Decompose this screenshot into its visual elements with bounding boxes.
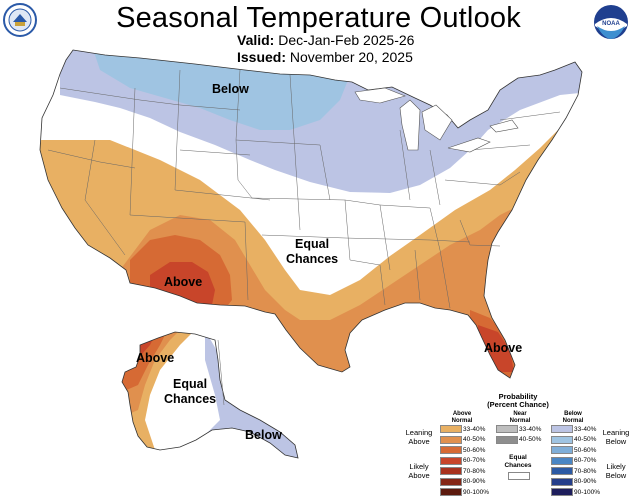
noaa-logo-icon: NOAA — [594, 5, 628, 39]
legend-likely-below: Likely Below — [598, 462, 634, 480]
legend-col-below-line2: Normal — [562, 418, 584, 424]
legend-below-swatch — [551, 477, 573, 486]
legend-col-above-line1: Above — [452, 411, 472, 417]
legend-col-near-line1: Near — [513, 411, 527, 417]
legend-equal-chances: Equal Chances — [502, 454, 534, 470]
legend-above-swatch — [440, 425, 462, 433]
legend-above-label: 70-80% — [463, 467, 486, 475]
issued-value: November 20, 2025 — [289, 49, 413, 65]
legend-near-swatch — [496, 435, 518, 444]
page-title: Seasonal Temperature Outlook — [116, 2, 521, 34]
legend-below-swatch — [551, 456, 573, 465]
legend-title-line2: (Percent Chance) — [487, 400, 549, 409]
label-equal-alaska: Equal Chances — [164, 377, 216, 407]
legend-below-label: 80-90% — [574, 478, 597, 485]
valid-label: Valid: — [237, 32, 275, 48]
legend-likely-above-line2: Above — [408, 471, 430, 480]
legend-col-below: Below Normal — [551, 411, 595, 425]
legend-above-label: 60-70% — [463, 457, 486, 464]
legend-above-swatch — [440, 488, 462, 496]
legend-above-swatch — [440, 467, 462, 475]
legend-above-label: 90-100% — [463, 488, 490, 496]
legend-likely-below-line2: Below — [605, 471, 627, 480]
legend-below-label: 50-60% — [574, 446, 597, 454]
legend-near-label: 33-40% — [519, 425, 542, 433]
legend-col-below-line1: Below — [564, 411, 582, 417]
legend-col-near: Near Normal — [498, 411, 542, 425]
legend-below-label: 33-40% — [574, 425, 597, 433]
valid-value: Dec-Jan-Feb 2025-26 — [278, 32, 415, 48]
issued-label: Issued: — [237, 49, 287, 65]
legend-below-swatch — [551, 467, 573, 475]
legend-below-label: 90-100% — [574, 488, 601, 496]
legend-equal-line1: Equal — [509, 454, 527, 461]
legend-leaning-below-line1: Leaning — [602, 428, 630, 437]
legend-below-swatch — [551, 446, 573, 454]
legend-near-label: 40-50% — [519, 436, 542, 443]
legend-swatch-equal — [508, 472, 530, 480]
legend-above-label: 80-90% — [463, 478, 486, 485]
legend-leaning-below: Leaning Below — [598, 428, 634, 446]
legend-likely-below-line1: Likely — [606, 462, 626, 471]
label-equal-center-line1: Equal — [295, 237, 330, 251]
legend-above-label: 33-40% — [463, 425, 486, 433]
label-below-north: Below — [212, 82, 249, 96]
legend-title-line1: Probability — [498, 392, 538, 401]
label-below-alaska: Below — [245, 428, 282, 442]
label-equal-center: Equal Chances — [286, 237, 338, 267]
legend-col-above-line2: Normal — [451, 418, 473, 424]
label-equal-alaska-line2: Chances — [164, 392, 217, 406]
valid-line: Valid: Dec-Jan-Feb 2025-26 — [237, 32, 414, 48]
legend-below-label: 60-70% — [574, 457, 597, 464]
legend-above-swatch — [440, 446, 462, 454]
legend-above-swatch — [440, 456, 462, 465]
legend-below-swatch — [551, 425, 573, 433]
legend-likely-above-line1: Likely — [409, 462, 429, 471]
legend-leaning-above: Leaning Above — [402, 428, 436, 446]
commerce-seal-icon — [3, 3, 37, 37]
legend-likely-above: Likely Above — [402, 462, 436, 480]
legend-leaning-above-line1: Leaning — [405, 428, 433, 437]
issued-line: Issued: November 20, 2025 — [237, 49, 413, 65]
label-equal-center-line2: Chances — [286, 252, 339, 266]
legend-above-label: 40-50% — [463, 436, 486, 443]
legend-below-swatch — [551, 435, 573, 444]
legend-below-label: 70-80% — [574, 467, 597, 475]
legend-above-label: 50-60% — [463, 446, 486, 454]
label-above-southwest: Above — [164, 275, 203, 289]
legend-near-swatch — [496, 425, 518, 433]
legend-above-swatch — [440, 435, 462, 444]
legend-leaning-above-line2: Above — [408, 437, 430, 446]
legend-title: Probability (Percent Chance) — [470, 393, 566, 409]
noaa-logo-text: NOAA — [602, 21, 620, 27]
label-above-alaska: Above — [136, 351, 175, 365]
legend-col-near-line2: Normal — [509, 418, 531, 424]
legend-below-swatch — [551, 488, 573, 496]
legend-equal-line2: Chances — [504, 462, 532, 469]
legend-col-above: Above Normal — [440, 411, 484, 425]
legend-above-swatch — [440, 477, 462, 486]
legend-leaning-below-line2: Below — [605, 437, 627, 446]
label-equal-alaska-line1: Equal — [173, 377, 208, 391]
label-above-florida: Above — [484, 341, 523, 355]
legend-below-label: 40-50% — [574, 436, 597, 443]
